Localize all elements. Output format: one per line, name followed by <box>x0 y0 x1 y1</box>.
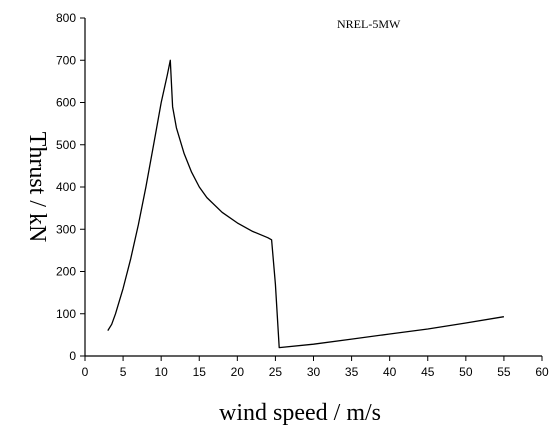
x-tick-label: 20 <box>231 365 245 379</box>
x-tick-label: 60 <box>535 365 549 379</box>
x-tick-label: 30 <box>307 365 321 379</box>
x-tick-label: 10 <box>154 365 168 379</box>
axes <box>84 18 542 357</box>
x-ticks: 0 5 10 15 20 25 30 35 40 45 50 55 60 <box>82 356 549 379</box>
x-tick-label: 55 <box>497 365 511 379</box>
y-tick-label: 600 <box>56 96 76 110</box>
thrust-series-line <box>107 59 505 349</box>
x-tick-label: 5 <box>120 365 127 379</box>
y-tick-label: 400 <box>56 180 76 194</box>
x-tick-label: 35 <box>345 365 359 379</box>
model-annotation: NREL-5MW <box>337 17 401 31</box>
x-tick-label: 0 <box>82 365 89 379</box>
y-ticks: 0 100 200 300 400 500 600 700 800 <box>56 11 85 363</box>
x-tick-label: 45 <box>421 365 435 379</box>
y-tick-label: 500 <box>56 138 76 152</box>
y-tick-label: 800 <box>56 11 76 25</box>
y-tick-label: 0 <box>69 349 76 363</box>
y-axis-title: Thrust / kN <box>24 132 50 243</box>
y-tick-label: 100 <box>56 307 76 321</box>
x-tick-label: 40 <box>383 365 397 379</box>
x-tick-label: 25 <box>269 365 283 379</box>
x-tick-label: 50 <box>459 365 473 379</box>
x-axis-title: wind speed / m/s <box>219 400 381 426</box>
x-tick-label: 15 <box>193 365 207 379</box>
y-tick-label: 700 <box>56 53 76 67</box>
y-tick-label: 200 <box>56 265 76 279</box>
y-tick-label: 300 <box>56 222 76 236</box>
